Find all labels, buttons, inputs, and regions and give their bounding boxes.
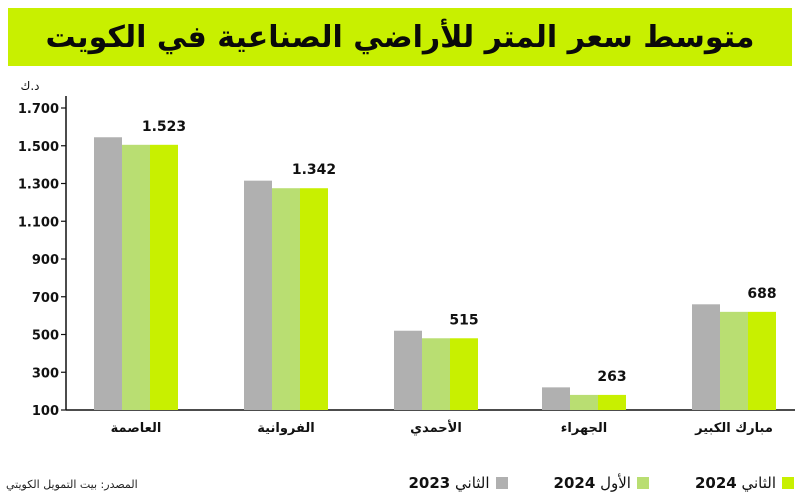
legend-label-2023: الثاني 2023	[408, 474, 490, 492]
category-label: الجهراء	[561, 421, 607, 436]
chart-title: متوسط سعر المتر للأراضي الصناعية في الكو…	[45, 19, 755, 55]
legend-swatch-2023	[495, 477, 508, 489]
y-tick-label: 500	[32, 329, 59, 344]
category-label: مبارك الكبير	[694, 421, 773, 436]
data-label: 1.342	[292, 162, 336, 178]
category-label: الفروانية	[257, 421, 314, 436]
bar-2023-q2	[244, 180, 272, 410]
legend-item-2023-q2: الثاني 2023	[409, 474, 508, 492]
bar-2023-q2	[94, 137, 122, 410]
data-label: 263	[597, 369, 626, 385]
legend-swatch-2024-q2	[782, 477, 794, 489]
data-label: 515	[449, 312, 478, 328]
bar-2024-q2	[450, 338, 478, 410]
y-tick-label: 1.300	[18, 178, 59, 193]
y-tick-label: 300	[32, 366, 59, 381]
y-tick-label: 700	[32, 291, 59, 306]
category-label: الأحمدي	[410, 419, 462, 436]
legend-swatch-2024-q1	[636, 477, 649, 489]
y-axis-unit-label: د.ك	[20, 79, 39, 93]
bar-2024-q2	[150, 144, 178, 410]
y-tick-label: 1.700	[18, 102, 59, 117]
bar-2024-q2	[748, 311, 776, 410]
bar-2023-q2	[542, 387, 570, 410]
bar-2023-q2	[394, 330, 422, 410]
bar-2024-q1	[720, 311, 748, 410]
legend-label-2024-q1: الأول 2024	[553, 474, 631, 492]
y-tick-label: 100	[32, 404, 59, 419]
bar-2024-q2	[598, 394, 626, 410]
legend-item-2024-q2: الثاني 2024	[695, 474, 794, 492]
source-note: المصدر: بيت التمويل الكويتي	[6, 478, 138, 491]
legend-label-2024-q2: الثاني 2024	[694, 474, 776, 492]
data-label: 1.523	[142, 119, 186, 135]
bar-2023-q2	[692, 304, 720, 410]
legend: الثاني 2023 الأول 2024 الثاني 2024	[409, 474, 794, 492]
data-label: 688	[747, 286, 776, 302]
title-bar: متوسط سعر المتر للأراضي الصناعية في الكو…	[8, 8, 792, 66]
bar-2024-q1	[570, 394, 598, 410]
legend-item-2024-q1: الأول 2024	[554, 474, 649, 492]
bar-2024-q1	[122, 144, 150, 410]
bar-2024-q1	[272, 188, 300, 410]
category-label: العاصمة	[111, 421, 162, 436]
bar-2024-q1	[422, 338, 450, 410]
bar-2024-q2	[300, 188, 328, 410]
y-tick-label: 1.100	[18, 215, 59, 230]
y-tick-label: 1.500	[18, 140, 59, 155]
y-tick-label: 900	[32, 253, 59, 268]
